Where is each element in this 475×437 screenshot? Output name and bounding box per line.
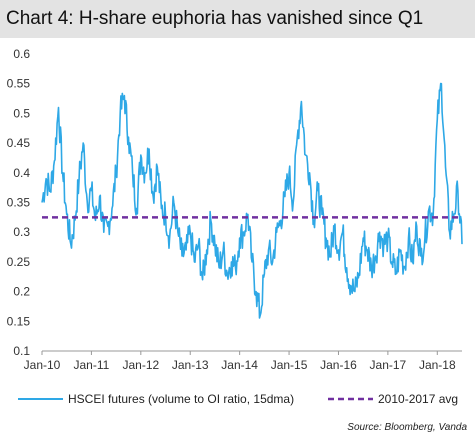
title-bar: Chart 4: H-share euphoria has vanished s… xyxy=(0,0,475,38)
series-hscei-futures-line xyxy=(41,82,463,319)
x-tick-label: Jan-12 xyxy=(122,358,159,372)
legend-label-avg: 2010-2017 avg xyxy=(378,392,458,406)
x-tick-label: Jan-13 xyxy=(172,358,209,372)
y-tick-label: 0.45 xyxy=(7,136,31,150)
x-tick-label: Jan-15 xyxy=(271,358,308,372)
x-tick-label: Jan-10 xyxy=(24,358,61,372)
y-tick-label: 0.3 xyxy=(13,225,30,239)
chart-title: Chart 4: H-share euphoria has vanished s… xyxy=(6,8,424,29)
x-tick-label: Jan-14 xyxy=(221,358,258,372)
source-note: Source: Bloomberg, Vanda xyxy=(347,422,467,433)
y-tick-label: 0.2 xyxy=(13,285,30,299)
x-axis: Jan-10 Jan-11 Jan-12 Jan-13 Jan-14 Jan-15 Jan-… xyxy=(24,350,462,372)
line-chart: 0.1 0.15 0.2 0.25 0.3 0.35 0.4 0.45 0.5 0.55 0.6 J… xyxy=(7,47,463,406)
x-tick-label: Jan-17 xyxy=(370,358,407,372)
plot-area xyxy=(41,82,463,319)
y-tick-label: 0.5 xyxy=(13,106,30,120)
y-tick-label: 0.6 xyxy=(13,47,30,61)
x-tick-label: Jan-16 xyxy=(320,358,357,372)
legend-label-hscei: HSCEI futures (volume to OI ratio, 15dma… xyxy=(68,392,294,406)
y-tick-label: 0.35 xyxy=(7,196,31,210)
y-tick-label: 0.55 xyxy=(7,77,31,91)
y-axis: 0.1 0.15 0.2 0.25 0.3 0.35 0.4 0.45 0.5 0.55 0.6 xyxy=(7,47,31,358)
x-tick-label: Jan-11 xyxy=(74,358,110,372)
y-tick-label: 0.15 xyxy=(7,314,31,328)
legend: HSCEI futures (volume to OI ratio, 15dma… xyxy=(18,392,458,406)
x-tick-label: Jan-18 xyxy=(419,358,456,372)
y-tick-label: 0.4 xyxy=(13,166,30,180)
y-tick-label: 0.25 xyxy=(7,255,31,269)
y-tick-label: 0.1 xyxy=(13,344,30,358)
